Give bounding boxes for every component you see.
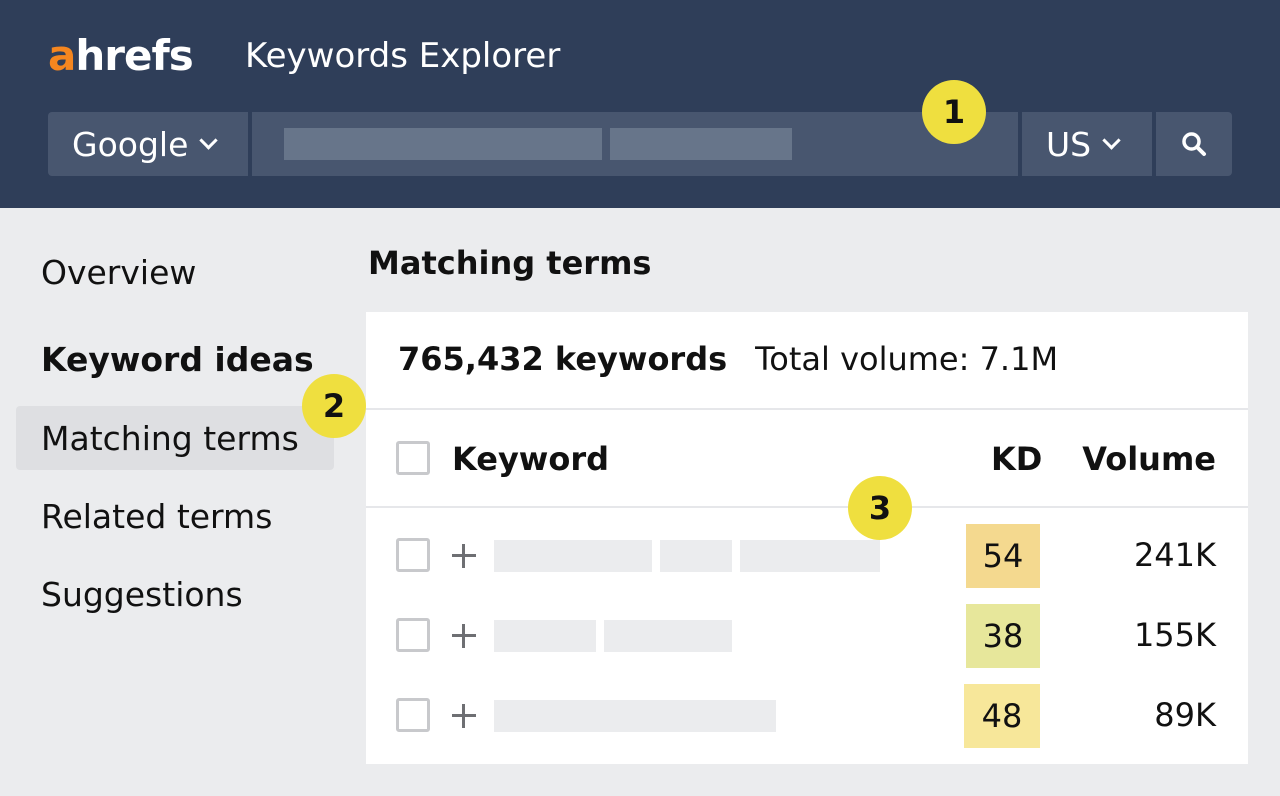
- sidebar-item-label: Suggestions: [41, 574, 243, 614]
- sidebar-item-label: Matching terms: [41, 418, 299, 458]
- keyword-placeholder[interactable]: [604, 620, 732, 652]
- divider: [366, 506, 1248, 508]
- column-header-volume[interactable]: Volume: [1082, 440, 1216, 478]
- add-to-list-icon[interactable]: [452, 624, 476, 648]
- kd-score: 54: [966, 524, 1040, 588]
- kd-score: 48: [964, 684, 1040, 748]
- sidebar-item-overview[interactable]: Overview: [16, 240, 334, 304]
- search-placeholder-bar: [284, 128, 602, 160]
- select-all-checkbox[interactable]: [396, 441, 430, 475]
- results-summary: 765,432 keywords Total volume: 7.1M: [398, 340, 1058, 378]
- search-placeholder-bar: [610, 128, 792, 160]
- country-value: US: [1046, 124, 1092, 164]
- callout-badge-3: 3: [848, 476, 912, 540]
- logo-letter-a: a: [48, 31, 76, 80]
- kd-score: 38: [966, 604, 1040, 668]
- app-title: Keywords Explorer: [245, 36, 561, 76]
- total-volume: Total volume: 7.1M: [755, 340, 1059, 378]
- add-to-list-icon[interactable]: [452, 704, 476, 728]
- volume-value: 155K: [1133, 616, 1216, 654]
- keyword-placeholder[interactable]: [494, 540, 652, 572]
- add-to-list-icon[interactable]: [452, 544, 476, 568]
- sidebar-item-matching-terms[interactable]: Matching terms: [16, 406, 334, 470]
- results-panel: 765,432 keywords Total volume: 7.1M Keywo…: [366, 312, 1248, 764]
- callout-badge-2: 2: [302, 374, 366, 438]
- keyword-placeholder[interactable]: [494, 700, 776, 732]
- row-checkbox[interactable]: [396, 618, 430, 652]
- sidebar-heading-keyword-ideas: Keyword ideas: [41, 340, 314, 379]
- keyword-placeholder[interactable]: [740, 540, 880, 572]
- search-button[interactable]: [1156, 112, 1232, 176]
- chevron-down-icon: [1102, 130, 1121, 150]
- page-title: Matching terms: [368, 244, 652, 282]
- search-engine-value: Google: [72, 124, 189, 164]
- row-checkbox[interactable]: [396, 538, 430, 572]
- country-select[interactable]: US: [1022, 112, 1152, 176]
- column-header-kd[interactable]: KD: [991, 440, 1043, 478]
- volume-value: 241K: [1133, 536, 1216, 574]
- sidebar-item-suggestions[interactable]: Suggestions: [16, 562, 334, 626]
- search-icon: [1182, 132, 1206, 156]
- keyword-count: 765,432 keywords: [398, 340, 728, 378]
- ahrefs-logo[interactable]: ahrefs: [48, 30, 194, 82]
- sidebar-item-label: Related terms: [41, 496, 273, 536]
- column-header-keyword[interactable]: Keyword: [452, 440, 610, 478]
- volume-value: 89K: [1154, 696, 1216, 734]
- row-checkbox[interactable]: [396, 698, 430, 732]
- keyword-search-input[interactable]: [252, 112, 1018, 176]
- chevron-down-icon: [199, 130, 219, 150]
- callout-badge-1: 1: [922, 80, 986, 144]
- keyword-placeholder[interactable]: [660, 540, 732, 572]
- divider: [366, 408, 1248, 410]
- top-header: ahrefs Keywords Explorer Google US 1: [0, 0, 1280, 208]
- search-engine-select[interactable]: Google: [48, 112, 248, 176]
- sidebar-item-label: Overview: [41, 252, 197, 292]
- sidebar-item-related-terms[interactable]: Related terms: [16, 484, 334, 548]
- keyword-placeholder[interactable]: [494, 620, 596, 652]
- logo-text: hrefs: [75, 31, 193, 80]
